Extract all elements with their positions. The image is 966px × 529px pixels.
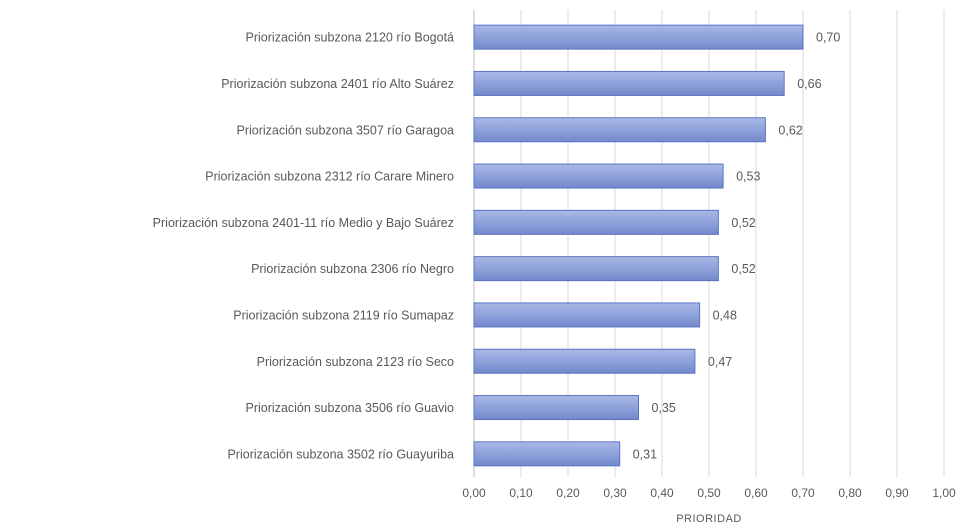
category-label: Priorización subzona 2123 río Seco <box>257 355 454 369</box>
bar <box>473 24 804 50</box>
x-tick-label: 0,50 <box>697 486 721 500</box>
value-label: 0,70 <box>816 31 840 45</box>
category-label: Priorización subzona 3506 río Guavio <box>246 401 455 415</box>
x-tick-label: 1,00 <box>932 486 956 500</box>
category-label: Priorización subzona 2306 río Negro <box>251 262 454 276</box>
bar <box>473 70 785 96</box>
x-tick-label: 0,80 <box>838 486 862 500</box>
category-label: Priorización subzona 3502 río Guayuriba <box>227 447 454 461</box>
value-label: 0,35 <box>652 401 676 415</box>
bar <box>473 395 639 421</box>
bar <box>473 441 621 467</box>
value-label: 0,62 <box>778 123 802 137</box>
category-label: Priorización subzona 2401-11 río Medio y… <box>153 216 454 230</box>
x-tick-label: 0,70 <box>791 486 815 500</box>
x-tick-label: 0,40 <box>650 486 674 500</box>
category-label: Priorización subzona 2120 río Bogotá <box>246 31 455 45</box>
category-label: Priorización subzona 3507 río Garagoa <box>237 123 455 137</box>
bar <box>473 302 701 328</box>
bars <box>473 24 804 467</box>
category-labels: Priorización subzona 2120 río Bogotá Prio… <box>153 31 454 462</box>
bar <box>473 348 696 374</box>
x-tick-label: 0,00 <box>462 486 486 500</box>
value-label: 0,52 <box>731 216 755 230</box>
x-axis-title: PRIORIDAD <box>676 513 742 525</box>
value-label: 0,52 <box>731 262 755 276</box>
x-tick-label: 0,90 <box>885 486 909 500</box>
value-labels: 0,70 0,66 0,62 0,53 0,52 0,52 0,48 0,47 0,35 0,31 <box>633 31 841 462</box>
category-label: Priorización subzona 2312 río Carare Min… <box>205 170 454 184</box>
x-tick-labels: 0,00 0,10 0,20 0,30 0,40 0,50 0,60 0,70 0,80 0,90… <box>462 486 956 500</box>
bar <box>473 163 724 189</box>
value-label: 0,47 <box>708 355 732 369</box>
value-label: 0,48 <box>713 308 737 322</box>
value-label: 0,66 <box>797 77 821 91</box>
value-label: 0,53 <box>736 170 760 184</box>
bar <box>473 117 766 143</box>
x-tick-label: 0,10 <box>509 486 533 500</box>
bar <box>473 256 719 282</box>
x-tick-label: 0,20 <box>556 486 580 500</box>
x-tick-label: 0,60 <box>744 486 768 500</box>
category-label: Priorización subzona 2119 río Sumapaz <box>233 308 454 322</box>
category-label: Priorización subzona 2401 río Alto Suáre… <box>221 77 454 91</box>
x-tick-label: 0,30 <box>603 486 627 500</box>
bar <box>473 209 719 235</box>
value-label: 0,31 <box>633 447 657 461</box>
